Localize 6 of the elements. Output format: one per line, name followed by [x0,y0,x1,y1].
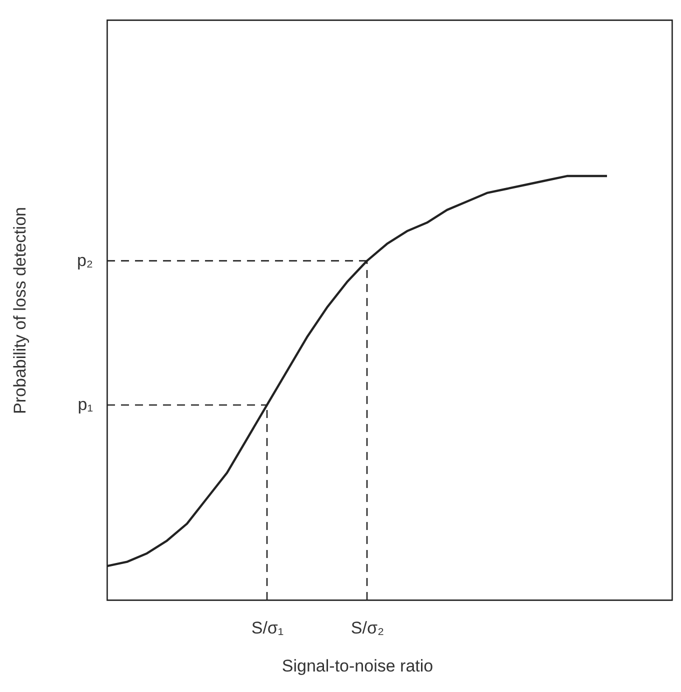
y-axis-title: Probability of loss detection [10,207,30,414]
ref-line-label: p₂ [76,250,93,270]
x-tick-label: S/σ₁ [251,618,284,638]
x-axis-title: Signal-to-noise ratio [282,656,434,676]
ref-line-label: p₁ [78,394,94,414]
x-tick-label: S/σ₂ [350,618,384,638]
